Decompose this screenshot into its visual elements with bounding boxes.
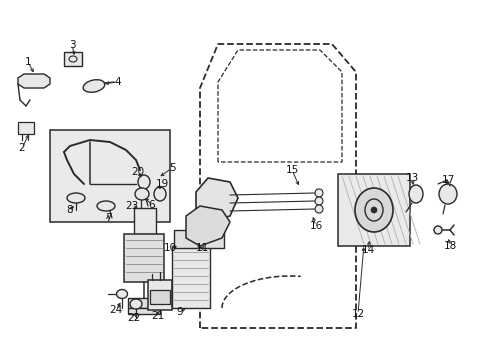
Ellipse shape [138, 175, 150, 189]
Text: 2: 2 [19, 143, 25, 153]
Text: 16: 16 [309, 221, 322, 231]
Bar [18, 122, 34, 134]
Text: 20: 20 [131, 167, 144, 177]
Text: 3: 3 [68, 40, 75, 50]
Ellipse shape [83, 80, 104, 92]
Text: 10: 10 [163, 243, 176, 253]
Ellipse shape [67, 193, 85, 203]
Text: 7: 7 [104, 213, 111, 223]
Bar [128, 308, 160, 314]
Text: 14: 14 [361, 245, 374, 255]
Text: 22: 22 [127, 313, 141, 323]
Bar [200, 230, 224, 248]
Ellipse shape [154, 187, 165, 201]
Bar [150, 290, 170, 304]
Ellipse shape [433, 226, 441, 234]
Polygon shape [196, 178, 238, 222]
Text: 4: 4 [115, 77, 121, 87]
Ellipse shape [135, 188, 149, 200]
Bar [134, 208, 156, 234]
Ellipse shape [314, 197, 323, 205]
Bar [50, 130, 170, 222]
Ellipse shape [116, 289, 127, 298]
Text: 18: 18 [443, 241, 456, 251]
Bar [174, 230, 198, 248]
Text: 1: 1 [24, 57, 31, 67]
Bar [172, 246, 209, 308]
Ellipse shape [370, 207, 376, 213]
Text: 8: 8 [66, 205, 73, 215]
Text: 11: 11 [195, 243, 208, 253]
Bar [124, 234, 163, 282]
Ellipse shape [438, 184, 456, 204]
Text: 6: 6 [148, 200, 155, 210]
Ellipse shape [130, 299, 142, 309]
Text: 21: 21 [151, 311, 164, 321]
Text: 19: 19 [155, 179, 168, 189]
Bar [128, 298, 160, 308]
Ellipse shape [354, 188, 392, 232]
Ellipse shape [314, 205, 323, 213]
Ellipse shape [97, 201, 115, 211]
Text: 23: 23 [125, 201, 138, 211]
Text: 13: 13 [405, 173, 418, 183]
Text: 5: 5 [168, 163, 175, 173]
Polygon shape [18, 74, 50, 88]
Ellipse shape [314, 189, 323, 197]
Text: 17: 17 [441, 175, 454, 185]
Text: 12: 12 [351, 309, 364, 319]
Polygon shape [185, 206, 229, 246]
Text: 15: 15 [285, 165, 298, 175]
Bar [337, 174, 409, 246]
Ellipse shape [408, 185, 422, 203]
Bar [64, 52, 82, 66]
Text: 9: 9 [176, 307, 183, 317]
Bar [148, 280, 172, 310]
Text: 24: 24 [109, 305, 122, 315]
